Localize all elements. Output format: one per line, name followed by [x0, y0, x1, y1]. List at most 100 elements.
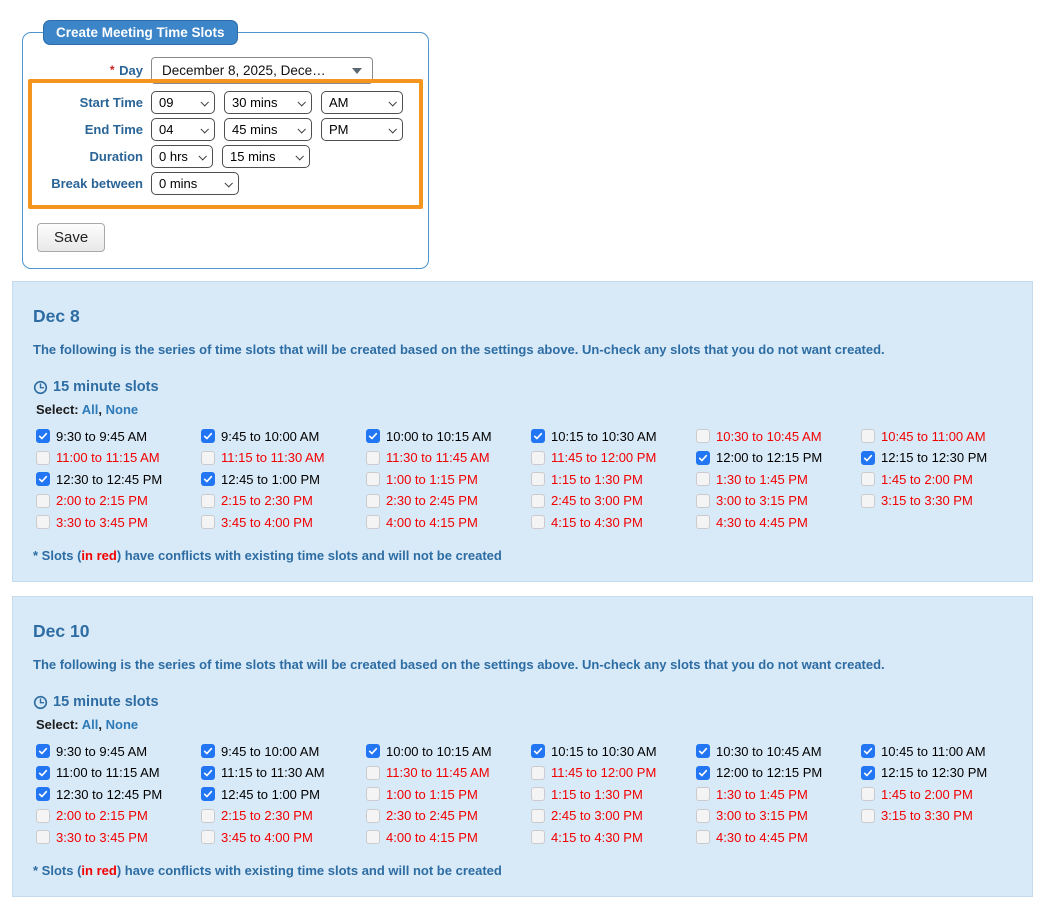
slot-checkbox[interactable] [366, 493, 380, 508]
slot-checkbox[interactable] [531, 744, 545, 758]
slot-checkbox[interactable] [36, 787, 50, 801]
slot-checkbox[interactable] [366, 744, 380, 758]
slot-item[interactable]: 1:15 to 1:30 PM [531, 469, 696, 489]
slot-item[interactable]: 10:45 to 11:00 AM [861, 741, 1026, 761]
slot-item[interactable]: 1:30 to 1:45 PM [696, 469, 861, 489]
slot-item[interactable]: 4:15 to 4:30 PM [531, 512, 696, 532]
slot-checkbox[interactable] [861, 808, 875, 823]
duration-hours-select[interactable]: 0 hrs [151, 145, 213, 168]
end-minute-select[interactable]: 45 mins [224, 118, 312, 141]
slot-item[interactable]: 3:45 to 4:00 PM [201, 827, 366, 847]
slot-checkbox[interactable] [201, 830, 215, 844]
slot-item[interactable]: 1:45 to 2:00 PM [861, 784, 1026, 804]
slot-checkbox[interactable] [696, 450, 710, 465]
slot-checkbox[interactable] [531, 493, 545, 508]
slot-checkbox[interactable] [366, 429, 380, 443]
slot-item[interactable]: 2:15 to 2:30 PM [201, 806, 366, 826]
slot-item[interactable]: 10:15 to 10:30 AM [531, 741, 696, 761]
slot-item[interactable]: 10:00 to 10:15 AM [366, 426, 531, 446]
slot-checkbox[interactable] [531, 450, 545, 465]
slot-checkbox[interactable] [366, 787, 380, 801]
slot-checkbox[interactable] [861, 765, 875, 780]
select-all-link[interactable]: All [81, 402, 99, 417]
start-ampm-select[interactable]: AM [321, 91, 403, 114]
slot-checkbox[interactable] [201, 515, 215, 529]
slot-item[interactable]: 12:45 to 1:00 PM [201, 784, 366, 804]
slot-item[interactable]: 9:30 to 9:45 AM [36, 741, 201, 761]
slot-item[interactable]: 3:00 to 3:15 PM [696, 806, 861, 826]
slot-checkbox[interactable] [36, 744, 50, 758]
slot-checkbox[interactable] [36, 830, 50, 844]
slot-item[interactable]: 1:15 to 1:30 PM [531, 784, 696, 804]
slot-item[interactable]: 12:15 to 12:30 PM [861, 763, 1026, 783]
duration-minutes-select[interactable]: 15 mins [222, 145, 310, 168]
slot-checkbox[interactable] [201, 787, 215, 801]
slot-item[interactable]: 10:30 to 10:45 AM [696, 741, 861, 761]
slot-checkbox[interactable] [531, 472, 545, 486]
slot-item[interactable]: 12:45 to 1:00 PM [201, 469, 366, 489]
slot-checkbox[interactable] [531, 765, 545, 780]
slot-item[interactable]: 2:30 to 2:45 PM [366, 806, 531, 826]
slot-item[interactable]: 3:15 to 3:30 PM [861, 806, 1026, 826]
slot-item[interactable]: 4:00 to 4:15 PM [366, 512, 531, 532]
slot-checkbox[interactable] [201, 493, 215, 508]
slot-item[interactable]: 9:45 to 10:00 AM [201, 741, 366, 761]
slot-checkbox[interactable] [531, 808, 545, 823]
save-button[interactable]: Save [37, 223, 106, 252]
slot-checkbox[interactable] [36, 515, 50, 529]
slot-checkbox[interactable] [366, 472, 380, 486]
slot-checkbox[interactable] [861, 493, 875, 508]
slot-checkbox[interactable] [366, 515, 380, 529]
slot-item[interactable]: 3:30 to 3:45 PM [36, 827, 201, 847]
slot-item[interactable]: 1:00 to 1:15 PM [366, 784, 531, 804]
end-hour-select[interactable]: 04 [151, 118, 215, 141]
slot-checkbox[interactable] [696, 830, 710, 844]
slot-checkbox[interactable] [201, 808, 215, 823]
slot-item[interactable]: 2:45 to 3:00 PM [531, 491, 696, 511]
slot-checkbox[interactable] [36, 493, 50, 508]
slot-item[interactable]: 11:45 to 12:00 PM [531, 763, 696, 783]
slot-item[interactable]: 10:00 to 10:15 AM [366, 741, 531, 761]
slot-checkbox[interactable] [696, 765, 710, 780]
slot-item[interactable]: 11:30 to 11:45 AM [366, 763, 531, 783]
slot-item[interactable]: 2:00 to 2:15 PM [36, 491, 201, 511]
slot-checkbox[interactable] [201, 450, 215, 465]
slot-checkbox[interactable] [531, 830, 545, 844]
slot-item[interactable]: 12:00 to 12:15 PM [696, 448, 861, 468]
slot-checkbox[interactable] [861, 744, 875, 758]
slot-checkbox[interactable] [36, 808, 50, 823]
slot-item[interactable]: 12:00 to 12:15 PM [696, 763, 861, 783]
slot-item[interactable]: 4:30 to 4:45 PM [696, 512, 861, 532]
slot-checkbox[interactable] [36, 765, 50, 780]
slot-item[interactable]: 3:15 to 3:30 PM [861, 491, 1026, 511]
slot-checkbox[interactable] [696, 429, 710, 443]
slot-checkbox[interactable] [36, 472, 50, 486]
break-between-select[interactable]: 0 mins [151, 172, 239, 195]
slot-checkbox[interactable] [696, 493, 710, 508]
slot-checkbox[interactable] [366, 808, 380, 823]
slot-checkbox[interactable] [861, 429, 875, 443]
slot-checkbox[interactable] [531, 429, 545, 443]
slot-checkbox[interactable] [36, 450, 50, 465]
slot-checkbox[interactable] [201, 429, 215, 443]
slot-item[interactable]: 11:00 to 11:15 AM [36, 763, 201, 783]
slot-item[interactable]: 9:30 to 9:45 AM [36, 426, 201, 446]
slot-checkbox[interactable] [696, 472, 710, 486]
slot-checkbox[interactable] [201, 765, 215, 780]
slot-item[interactable]: 11:45 to 12:00 PM [531, 448, 696, 468]
slot-item[interactable]: 11:30 to 11:45 AM [366, 448, 531, 468]
slot-item[interactable]: 3:30 to 3:45 PM [36, 512, 201, 532]
slot-checkbox[interactable] [366, 765, 380, 780]
slot-item[interactable]: 2:00 to 2:15 PM [36, 806, 201, 826]
slot-item[interactable]: 2:30 to 2:45 PM [366, 491, 531, 511]
slot-checkbox[interactable] [696, 808, 710, 823]
slot-item[interactable]: 4:30 to 4:45 PM [696, 827, 861, 847]
slot-checkbox[interactable] [201, 744, 215, 758]
slot-checkbox[interactable] [366, 830, 380, 844]
end-ampm-select[interactable]: PM [321, 118, 403, 141]
select-all-link[interactable]: All [81, 717, 99, 732]
slot-checkbox[interactable] [531, 787, 545, 801]
slot-checkbox[interactable] [36, 429, 50, 443]
slot-item[interactable]: 9:45 to 10:00 AM [201, 426, 366, 446]
slot-checkbox[interactable] [696, 744, 710, 758]
